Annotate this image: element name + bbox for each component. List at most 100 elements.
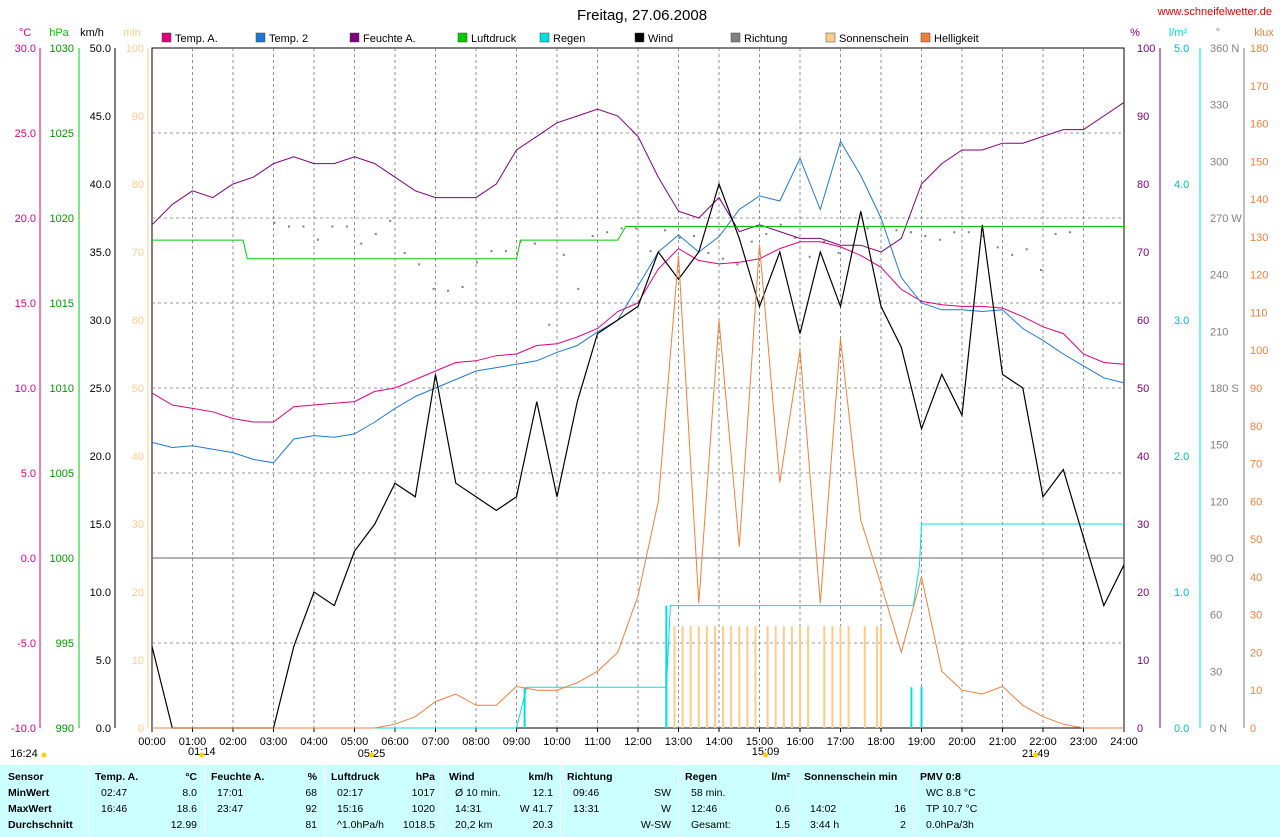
table-cell: 02:17 bbox=[337, 787, 364, 799]
tick-pressure: 1030 bbox=[50, 43, 74, 55]
sun-marker-icon bbox=[1033, 752, 1039, 758]
tick-klux: 140 bbox=[1250, 194, 1268, 206]
tick-klux: 170 bbox=[1250, 81, 1268, 93]
tick-direction: 330 bbox=[1210, 100, 1228, 112]
tick-pressure: 1000 bbox=[50, 553, 74, 565]
tick-time: 04:00 bbox=[300, 736, 328, 748]
tick-pressure: 990 bbox=[56, 723, 74, 735]
direction-dot bbox=[649, 250, 652, 253]
column-header: Wind bbox=[449, 771, 475, 783]
tick-sun: 20 bbox=[132, 587, 144, 599]
tick-sun: 30 bbox=[132, 519, 144, 531]
table-column: Richtung 09:46 SW 13:31 W W-SW bbox=[560, 765, 679, 837]
legend-item: Regen bbox=[539, 32, 585, 45]
series-line-feuchte-a- bbox=[151, 101, 1125, 253]
legend-item: Wind bbox=[634, 32, 673, 45]
summary-table: Sensor MinWert MaxWert Durchschnitt Temp… bbox=[0, 765, 1280, 837]
direction-dot bbox=[331, 225, 334, 228]
table-column: Luftdruck hPa 02:17 1017 15:16 1020 ^1.0hPa/h 1… bbox=[324, 765, 443, 837]
tick-temp: -10.0 bbox=[11, 723, 36, 735]
legend-item: Richtung bbox=[730, 32, 787, 45]
column-unit: °C bbox=[185, 771, 197, 783]
table-cell: 12.1 bbox=[532, 787, 553, 799]
direction-dot bbox=[953, 231, 956, 234]
tick-humidity: 10 bbox=[1137, 655, 1149, 667]
tick-time: 06:00 bbox=[381, 736, 409, 748]
table-column: Temp. A. °C 02:47 8.0 16:46 18.6 12.99 bbox=[88, 765, 205, 837]
series bbox=[151, 101, 1125, 729]
legend-item: Temp. A. bbox=[161, 32, 218, 45]
tick-rain: 4.0 bbox=[1174, 179, 1189, 191]
tick-humidity: 100 bbox=[1137, 43, 1155, 55]
sun-marker-icon bbox=[369, 752, 375, 758]
direction-dot bbox=[707, 252, 710, 254]
table-cell: 16:46 bbox=[101, 803, 128, 815]
time-marker-label: 15:09 bbox=[752, 746, 780, 758]
weather-chart: Freitag, 27.06.2008 www.schneifelwetter.… bbox=[10, 6, 1274, 760]
direction-dot bbox=[924, 235, 927, 237]
table-cell: 68 bbox=[305, 787, 317, 799]
column-header: Richtung bbox=[567, 771, 613, 783]
axis-unit-wind: km/h bbox=[80, 27, 104, 39]
tick-klux: 180 bbox=[1250, 43, 1268, 55]
table-cell: W bbox=[661, 803, 671, 815]
tick-humidity: 40 bbox=[1137, 451, 1149, 463]
tick-time: 14:00 bbox=[705, 736, 733, 748]
table-cell: 1.5 bbox=[775, 819, 790, 831]
tick-time: 17:00 bbox=[827, 736, 855, 748]
table-column: Sonnenschein min 14:02 16 3:44 h 2 bbox=[797, 765, 914, 837]
tick-time: 00:00 bbox=[138, 736, 166, 748]
site-url[interactable]: www.schneifelwetter.de bbox=[1157, 6, 1272, 18]
legend-label: Wind bbox=[648, 33, 673, 45]
table-cell: 02:47 bbox=[101, 787, 128, 799]
tick-pressure: 1015 bbox=[50, 298, 74, 310]
sun-marker-icon bbox=[41, 752, 47, 758]
legend-item: Luftdruck bbox=[457, 32, 517, 45]
direction-dot bbox=[692, 235, 695, 237]
tick-rain: 1.0 bbox=[1174, 587, 1189, 599]
tick-pressure: 1010 bbox=[50, 383, 74, 395]
tick-temp: 30.0 bbox=[15, 43, 36, 55]
tick-klux: 90 bbox=[1250, 383, 1262, 395]
direction-dot bbox=[779, 223, 782, 226]
tick-klux: 40 bbox=[1250, 572, 1262, 584]
tick-wind: 40.0 bbox=[90, 179, 111, 191]
direction-dot bbox=[316, 238, 319, 241]
direction-dot bbox=[562, 253, 565, 256]
tick-rain: 2.0 bbox=[1174, 451, 1189, 463]
column-header: Sonnenschein min bbox=[804, 771, 898, 783]
legend-item: Sonnenschein bbox=[825, 32, 909, 45]
tick-rain: 5.0 bbox=[1174, 43, 1189, 55]
legend-swatch bbox=[161, 32, 172, 43]
tick-direction: 150 bbox=[1210, 440, 1228, 452]
direction-dot bbox=[389, 219, 392, 222]
axis-unit-temp: °C bbox=[19, 27, 31, 39]
direction-dot bbox=[808, 255, 811, 258]
direction-dot bbox=[635, 227, 638, 230]
tick-klux: 20 bbox=[1250, 647, 1262, 659]
table-cell: 2 bbox=[900, 819, 906, 831]
table-cell: W-SW bbox=[640, 819, 671, 831]
tick-time: 15:00 bbox=[746, 736, 774, 748]
direction-dot bbox=[721, 257, 724, 260]
table-cell: W 41.7 bbox=[519, 803, 553, 815]
direction-dot bbox=[418, 263, 421, 266]
table-cell: 16 bbox=[894, 803, 906, 815]
tick-time: 20:00 bbox=[948, 736, 976, 748]
legend: Temp. A. Temp. 2 Feuchte A. Luftdruck Regen W… bbox=[161, 32, 979, 45]
tick-time: 16:00 bbox=[786, 736, 814, 748]
tick-temp: 5.0 bbox=[21, 468, 36, 480]
direction-dot bbox=[736, 263, 739, 266]
tick-klux: 0 bbox=[1250, 723, 1256, 735]
table-cell: Ø 10 min. bbox=[455, 787, 501, 799]
direction-dot bbox=[1011, 253, 1014, 256]
table-cell: 1017 bbox=[411, 787, 435, 799]
tick-temp: -5.0 bbox=[17, 638, 36, 650]
table-cell: 1020 bbox=[411, 803, 435, 815]
time-marker-label: 01:14 bbox=[188, 746, 216, 758]
table-cell: 14:31 bbox=[455, 803, 482, 815]
table-cell: 81 bbox=[305, 819, 317, 831]
tick-direction: 300 bbox=[1210, 156, 1228, 168]
tick-sun: 40 bbox=[132, 451, 144, 463]
direction-dot bbox=[504, 250, 507, 253]
